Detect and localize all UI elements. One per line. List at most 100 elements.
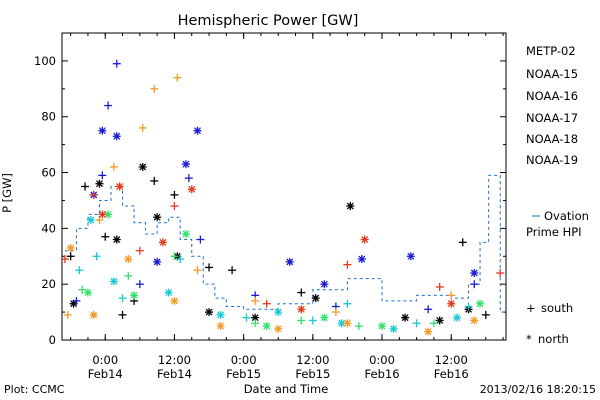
footer-timestamp: 2013/02/16 18:20:15 [480, 383, 596, 396]
point-noaa-17-south [170, 252, 179, 261]
point-noaa-16-north [452, 313, 461, 322]
point-noaa-17-north [83, 288, 92, 297]
point-metp-02-north [346, 202, 355, 211]
point-metp-02-north [435, 316, 444, 325]
x-tick-label-date: Feb14 [88, 367, 123, 381]
x-axis-label: Date and Time [244, 382, 329, 396]
point-noaa-17-south [251, 319, 260, 328]
y-tick-label: 80 [41, 110, 56, 124]
point-metp-02-south [81, 182, 90, 191]
point-noaa-18-north [170, 296, 179, 305]
point-noaa-15-south [72, 296, 81, 305]
point-noaa-18-north [343, 319, 352, 328]
y-tick-label: 0 [49, 333, 56, 347]
point-noaa-19-south [435, 282, 444, 291]
point-noaa-15-north [320, 280, 329, 289]
point-noaa-16-south [242, 313, 251, 322]
x-tick-label-time: 0:00 [92, 353, 118, 367]
point-noaa-18-south [63, 310, 72, 319]
point-noaa-19-south [170, 202, 179, 211]
legend: METP-02 NOAA-15 NOAA-16 NOAA-17 NOAA-18 … [526, 44, 589, 346]
point-metp-02-south [150, 176, 159, 185]
point-metp-02-south [170, 190, 179, 199]
point-noaa-15-north [406, 252, 415, 261]
point-noaa-16-north [274, 308, 283, 317]
point-metp-02-north [138, 162, 147, 171]
point-noaa-18-south [150, 84, 159, 93]
point-noaa-19-south [343, 260, 352, 269]
legend-item-ovation-hpi: Ovation Prime HPI [526, 209, 589, 239]
point-noaa-18-north [124, 255, 133, 264]
point-noaa-15-north [193, 126, 202, 135]
y-axis-label: P [GW] [0, 173, 14, 213]
point-noaa-18-south [251, 296, 260, 305]
point-noaa-16-south [118, 294, 127, 303]
point-noaa-16-south [75, 266, 84, 275]
hpi-step-line [64, 174, 506, 313]
point-noaa-15-north [98, 126, 107, 135]
point-metp-02-north [153, 213, 162, 222]
point-noaa-15-south [112, 59, 121, 68]
legend-item-metp-02: METP-02 [526, 44, 576, 58]
y-axis: 0 20 40 60 80 100 [34, 32, 506, 347]
y-tick-label: 100 [34, 54, 56, 68]
point-noaa-16-north [109, 277, 118, 286]
point-noaa-17-south [354, 322, 363, 331]
point-noaa-15-north [285, 257, 294, 266]
x-tick-label-time: 12:00 [296, 353, 329, 367]
point-noaa-16-south [92, 252, 101, 261]
point-metp-02-south [101, 232, 110, 241]
point-metp-02-south [66, 252, 75, 261]
point-noaa-16-north [164, 288, 173, 297]
point-noaa-19-south [89, 190, 98, 199]
point-noaa-17-south [429, 319, 438, 328]
point-noaa-17-south [124, 271, 133, 280]
point-noaa-17-north [130, 291, 139, 300]
point-noaa-16-south [464, 302, 473, 311]
chart-title: Hemispheric Power [GW] [178, 13, 359, 29]
point-noaa-15-north [112, 132, 121, 141]
point-noaa-17-north [181, 229, 190, 238]
point-noaa-16-north [337, 319, 346, 328]
point-noaa-16-north [86, 215, 95, 224]
point-noaa-18-south [447, 291, 456, 300]
x-tick-label-time: 0:00 [369, 353, 395, 367]
point-noaa-15-south [135, 280, 144, 289]
point-noaa-15-south [98, 171, 107, 180]
point-noaa-18-south [331, 308, 340, 317]
x-tick-label-date: Feb16 [434, 367, 469, 381]
legend-item-noaa-16: NOAA-16 [526, 89, 578, 103]
legend-item-noaa-17: NOAA-17 [526, 111, 578, 125]
ovation-hpi-series [64, 174, 506, 313]
point-noaa-16-north [389, 324, 398, 333]
point-noaa-16-north [216, 310, 225, 319]
point-noaa-17-south [297, 316, 306, 325]
point-noaa-15-south [424, 305, 433, 314]
point-noaa-18-south [193, 266, 202, 275]
y-tick-label: 40 [41, 221, 56, 235]
legend-south-label: south [541, 301, 573, 315]
point-noaa-19-south [496, 269, 505, 278]
point-noaa-19-north [158, 238, 167, 247]
point-noaa-15-south [104, 101, 113, 110]
legend-item-noaa-19: NOAA-19 [526, 153, 578, 167]
x-tick-label-date: Feb16 [365, 367, 400, 381]
point-noaa-19-south [60, 255, 69, 264]
x-tick-label-date: Feb14 [157, 367, 192, 381]
point-noaa-19-north [447, 299, 456, 308]
point-noaa-17-north [320, 313, 329, 322]
point-noaa-15-north [153, 257, 162, 266]
point-metp-02-south [481, 310, 490, 319]
point-noaa-18-north [216, 322, 225, 331]
footer-source: Plot: CCMC [4, 383, 65, 396]
point-noaa-18-south [138, 123, 147, 132]
point-noaa-18-south [173, 73, 182, 82]
point-noaa-16-south [412, 319, 421, 328]
point-noaa-15-south [184, 174, 193, 183]
x-tick-label-date: Feb15 [295, 367, 330, 381]
point-noaa-19-north [187, 185, 196, 194]
point-metp-02-south [205, 263, 214, 272]
x-tick-label-time: 12:00 [158, 353, 191, 367]
point-noaa-18-north [66, 243, 75, 252]
point-noaa-18-north [470, 316, 479, 325]
